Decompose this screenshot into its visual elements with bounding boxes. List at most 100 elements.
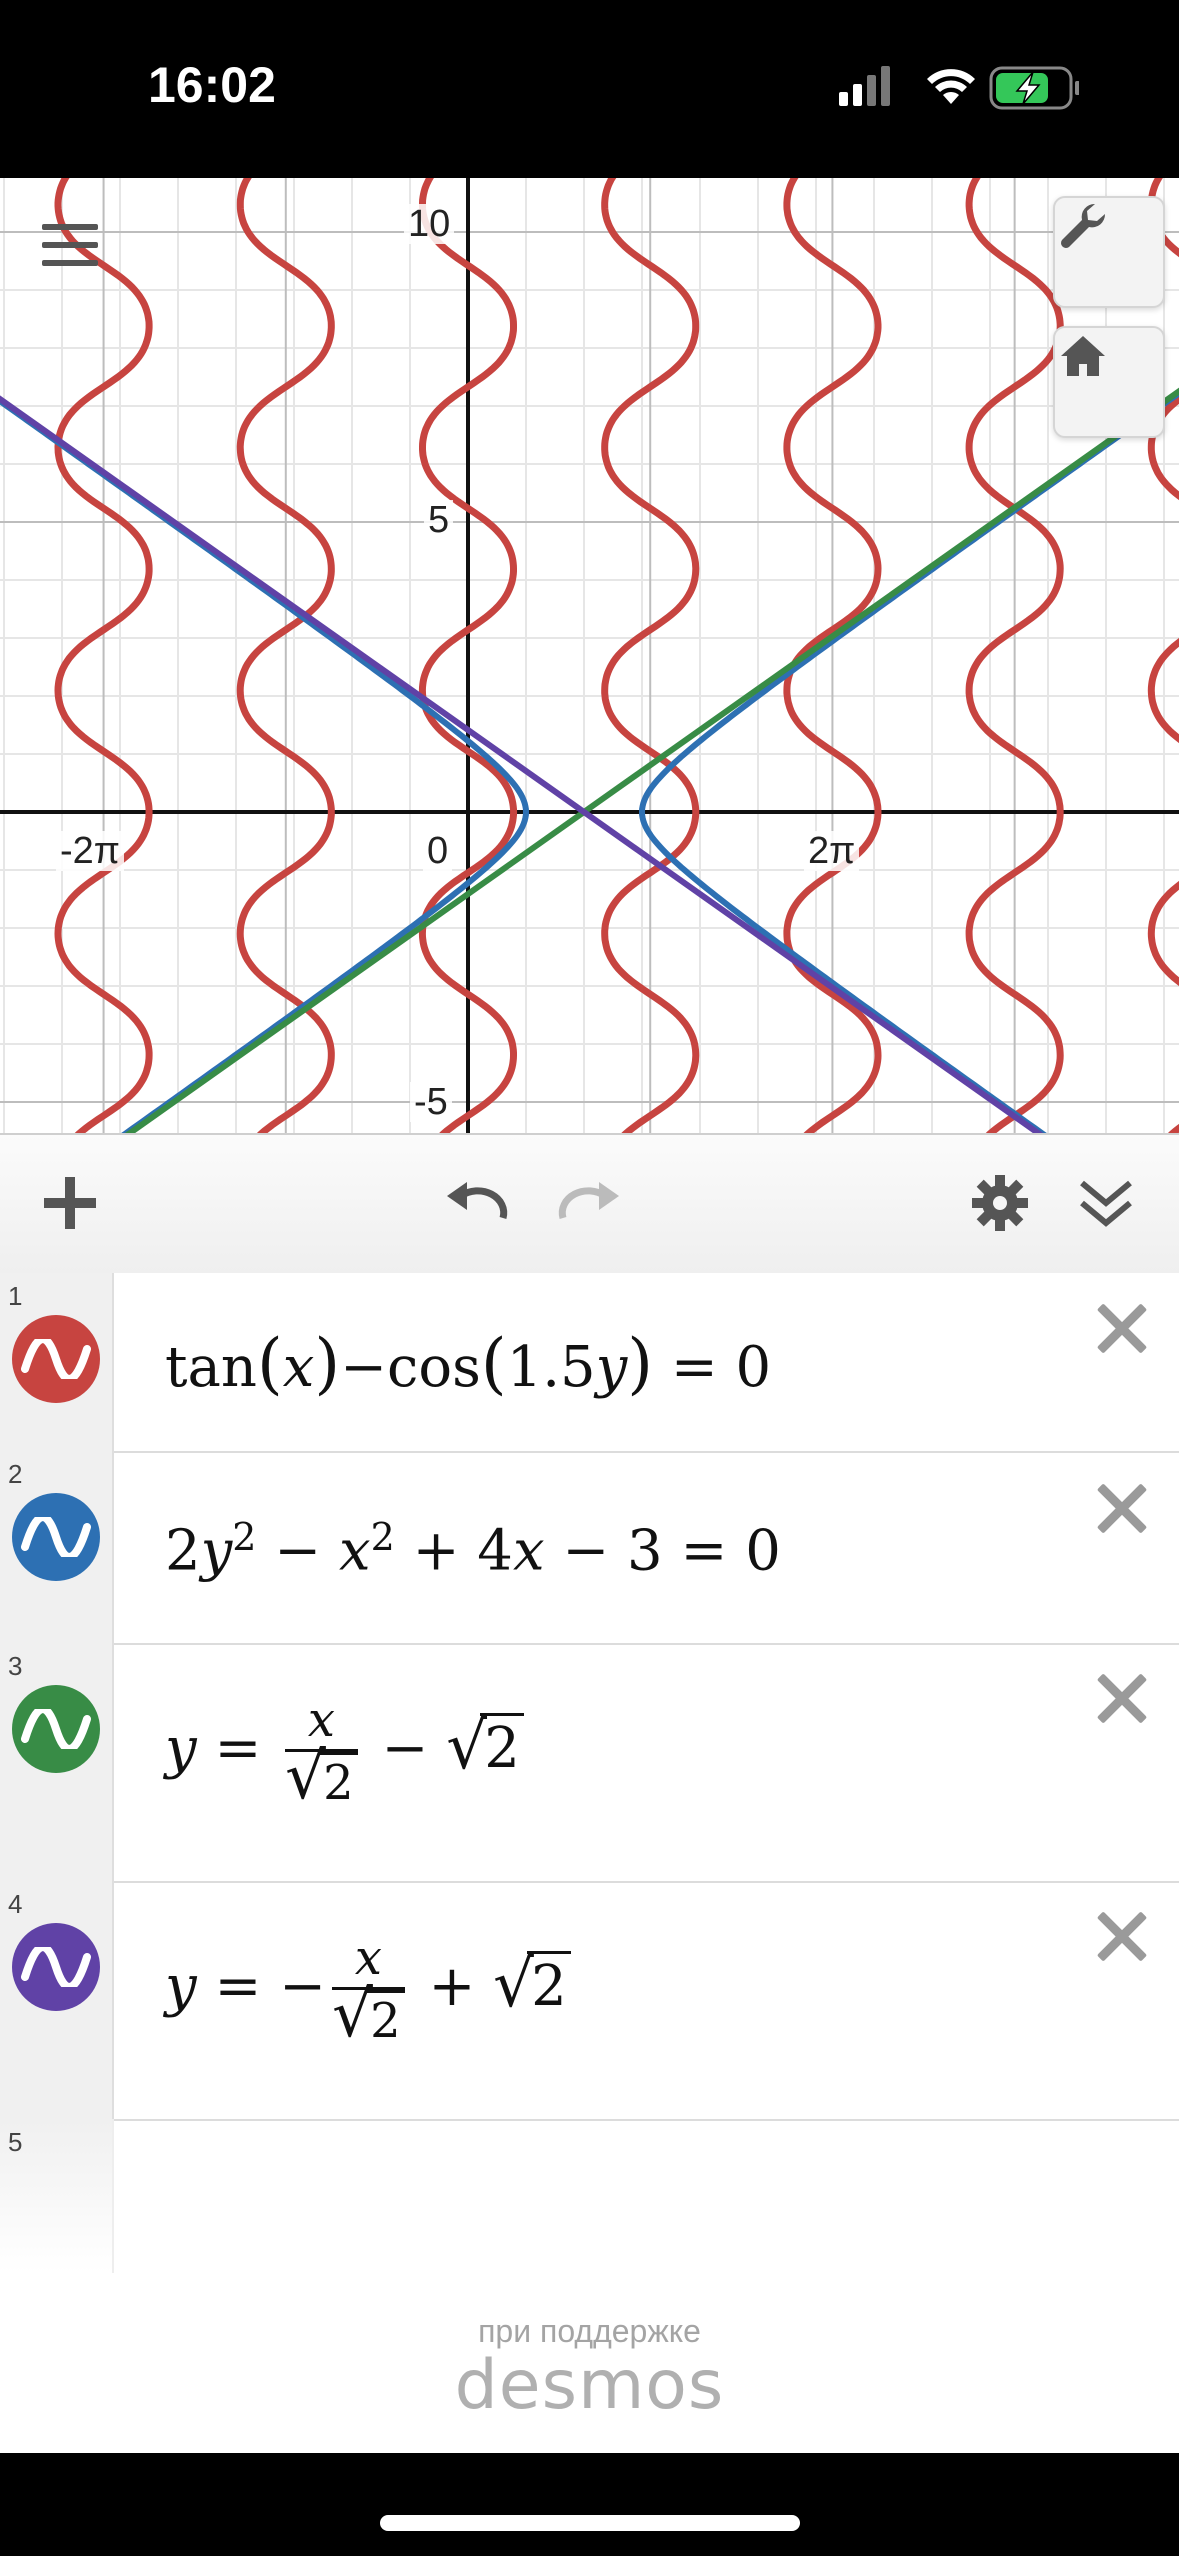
y-tick-label: -5: [410, 1082, 452, 1122]
graph-canvas[interactable]: -2π 0 2π 10 5 -5: [0, 178, 1179, 1133]
expression-row-3[interactable]: 3 y = x √ 2 − √ 2: [0, 1643, 1179, 1883]
home-indicator-area: [0, 2453, 1179, 2556]
curve-expression-1: [601, 178, 700, 1133]
curve-expression-1: [54, 178, 153, 1133]
hamburger-line: [42, 242, 98, 248]
expression-row-1[interactable]: 1 tan(x)−cos(1.5y) = 0: [0, 1273, 1179, 1453]
gear-icon: [972, 1175, 1028, 1231]
y-tick-label: 5: [424, 500, 454, 540]
delete-expression-button[interactable]: [1087, 1293, 1157, 1363]
hamburger-icon: [42, 224, 98, 230]
radicand: 2: [480, 1713, 524, 1781]
expr-text: + 4: [394, 1518, 513, 1584]
expr-var: x: [282, 1335, 315, 1400]
expr-var: y: [165, 1716, 197, 1781]
expr-var: x: [339, 1518, 371, 1584]
fraction: x √ 2: [285, 1691, 358, 1814]
expression-color-toggle[interactable]: [12, 1923, 100, 2011]
powered-by-text: при поддержке: [478, 2313, 701, 2349]
expression-color-toggle[interactable]: [12, 1685, 100, 1773]
expression-gutter: 1: [0, 1273, 114, 1451]
expression-row-5[interactable]: 5: [0, 2119, 1179, 2273]
double-chevron-down-icon: [1080, 1180, 1132, 1227]
status-bar: 16:02: [0, 0, 1179, 178]
expr-text: +: [410, 1954, 494, 2019]
redo-button[interactable]: [548, 1163, 628, 1243]
expression-input[interactable]: y = − x √ 2 + √ 2: [165, 1929, 571, 2052]
expression-input[interactable]: 2y2 − x2 + 4x − 3 = 0: [165, 1515, 781, 1584]
expr-text: tan: [165, 1335, 257, 1400]
expr-text: −: [256, 1518, 339, 1584]
radicand: 2: [366, 1990, 405, 2049]
undo-button[interactable]: [438, 1163, 518, 1243]
square-root: √ 2: [446, 1710, 524, 1784]
radical-sign: √: [446, 1710, 488, 1784]
graph-settings-button[interactable]: [1053, 196, 1165, 308]
expr-var: y: [200, 1518, 233, 1584]
expr-text: − 3 = 0: [544, 1518, 781, 1584]
expr-text: = 0: [653, 1335, 772, 1400]
settings-button[interactable]: [960, 1163, 1040, 1243]
expression-row-4[interactable]: 4 y = − x √ 2 + √ 2: [0, 1881, 1179, 2121]
expression-color-toggle[interactable]: [12, 1315, 100, 1403]
undo-icon: [447, 1182, 508, 1219]
graph-plot[interactable]: [0, 178, 1179, 1133]
delete-expression-button[interactable]: [1087, 1901, 1157, 1971]
status-icons: [839, 66, 1079, 110]
fraction-numerator: x: [332, 1929, 405, 1990]
battery-icon: [989, 66, 1079, 110]
wave-icon: [21, 1517, 91, 1557]
expression-input[interactable]: tan(x)−cos(1.5y) = 0: [165, 1325, 771, 1402]
expression-index: 1: [8, 1281, 23, 1311]
collapse-list-button[interactable]: [1066, 1163, 1146, 1243]
wave-icon: [21, 1339, 91, 1379]
expr-var: y: [595, 1335, 628, 1400]
expr-text: −cos: [340, 1335, 481, 1400]
expr-text: ): [314, 1325, 341, 1402]
expression-row-2[interactable]: 2 2y2 − x2 + 4x − 3 = 0: [0, 1451, 1179, 1645]
wifi-icon: [927, 69, 975, 104]
expression-index: 4: [8, 1889, 23, 1919]
wave-icon: [21, 1709, 91, 1749]
expression-input[interactable]: y = x √ 2 − √ 2: [165, 1691, 524, 1814]
add-expression-button[interactable]: [30, 1163, 110, 1243]
radical-sign: √: [285, 1740, 326, 1814]
expr-text: =: [196, 1716, 280, 1781]
square-root: √ 2: [493, 1948, 571, 2022]
home-view-button[interactable]: [1053, 326, 1165, 438]
expr-var: y: [165, 1954, 197, 2019]
delete-expression-button[interactable]: [1087, 1473, 1157, 1543]
expression-gutter: 3: [0, 1643, 114, 1881]
fraction-denominator: √ 2: [332, 1983, 405, 2052]
radicand: 2: [319, 1752, 358, 1811]
expression-index: 5: [8, 2127, 23, 2157]
powered-by-desmos: при поддержке desmos: [0, 2273, 1179, 2453]
expr-exponent: 2: [232, 1515, 257, 1559]
delete-expression-button[interactable]: [1087, 1663, 1157, 1733]
x-tick-label: -2π: [56, 831, 125, 871]
signal-icon: [839, 66, 890, 106]
curve-expression-2: [0, 397, 530, 1133]
expression-color-toggle[interactable]: [12, 1493, 100, 1581]
wave-icon: [21, 1947, 91, 1987]
radical-sign: √: [332, 1978, 373, 2052]
expression-index: 3: [8, 1651, 23, 1681]
expression-list: 1 tan(x)−cos(1.5y) = 0 2 2y2 − x2 + 4x −…: [0, 1273, 1179, 2273]
curve-expression-1: [418, 178, 518, 1133]
home-indicator[interactable]: [380, 2515, 800, 2531]
x-tick-label: 0: [423, 831, 453, 871]
curve-expression-1: [1147, 178, 1179, 1133]
expression-toolbar: [0, 1133, 1179, 1275]
menu-button[interactable]: [40, 218, 100, 278]
fraction-denominator: √ 2: [285, 1745, 358, 1814]
x-tick-label: 2π: [804, 831, 860, 871]
redo-icon: [558, 1182, 619, 1219]
expression-index: 2: [8, 1459, 23, 1489]
expr-var: x: [512, 1518, 545, 1584]
expression-gutter: 5: [0, 2119, 114, 2273]
expr-text: −: [363, 1716, 447, 1781]
expr-text: (: [480, 1325, 507, 1402]
wrench-icon: [1061, 203, 1106, 248]
y-tick-label: 10: [404, 204, 455, 244]
expr-text: 2: [165, 1518, 201, 1584]
